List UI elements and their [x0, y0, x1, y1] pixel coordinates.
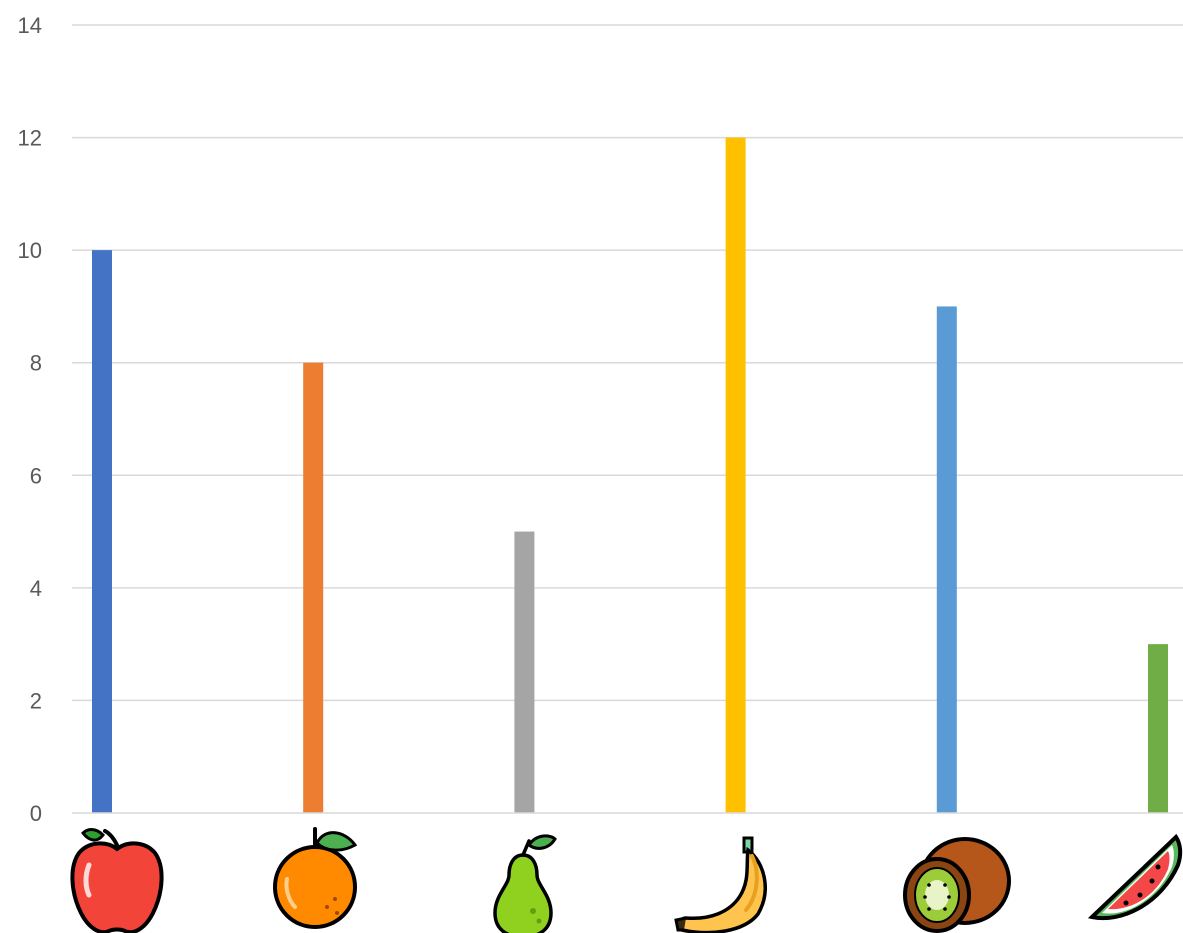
y-tick-label: 12 — [18, 126, 42, 151]
y-tick-label: 8 — [30, 351, 42, 376]
y-tick-label: 14 — [18, 13, 42, 38]
bar-orange — [303, 362, 324, 813]
y-axis-tick-labels: 0 2 4 6 8 10 12 14 — [18, 13, 42, 826]
bar-apple — [92, 250, 112, 814]
y-tick-label: 4 — [30, 576, 42, 601]
y-tick-label: 10 — [18, 238, 42, 263]
category-icons — [70, 827, 1183, 933]
bar-kiwi — [936, 306, 957, 813]
gridlines — [72, 24, 1183, 702]
y-tick-label: 2 — [30, 688, 42, 713]
watermelon-icon — [1087, 833, 1183, 921]
banana-icon — [674, 836, 767, 933]
kiwi-icon — [903, 837, 1011, 933]
apple-icon — [70, 828, 164, 933]
bar-banana — [725, 137, 746, 814]
bar-pear — [514, 531, 535, 813]
bar-watermelon — [1148, 644, 1168, 813]
y-tick-label: 0 — [30, 801, 42, 826]
orange-icon — [273, 827, 358, 929]
bars — [92, 137, 1168, 814]
pear-icon — [493, 834, 557, 933]
y-tick-label: 6 — [30, 463, 42, 488]
